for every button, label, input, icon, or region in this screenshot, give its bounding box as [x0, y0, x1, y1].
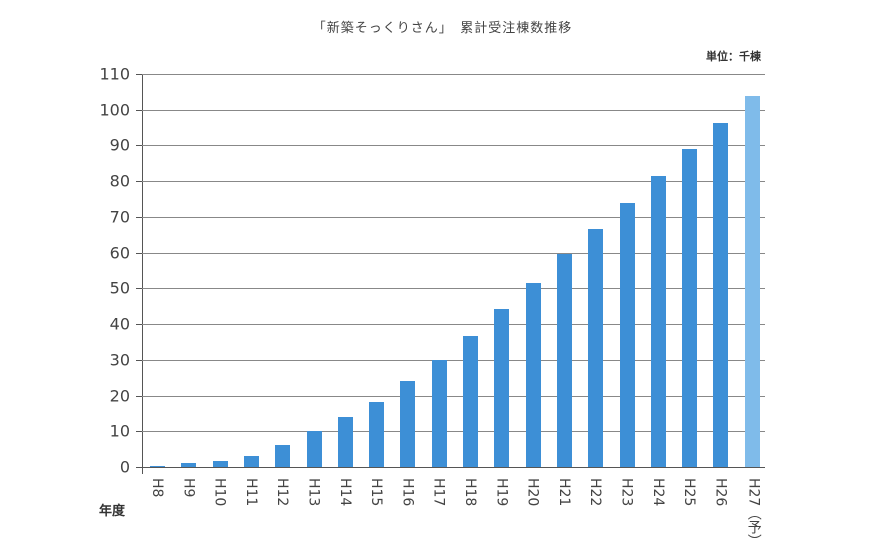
y-tick — [136, 288, 142, 290]
x-tick-label: H24 — [649, 478, 666, 507]
bar-H10 — [212, 460, 228, 467]
bar-H13 — [306, 431, 322, 467]
x-tick-label: H22 — [587, 478, 604, 507]
bar-H16 — [400, 381, 416, 467]
x-tick-label: H13 — [305, 478, 322, 507]
gridline — [142, 145, 765, 147]
x-tick-label: H19 — [493, 478, 510, 507]
gridline — [142, 324, 765, 326]
y-tick-label: 60 — [109, 243, 130, 263]
x-tick-label: H8 — [149, 478, 165, 498]
y-tick — [136, 395, 142, 397]
x-tick-label: H11 — [242, 478, 259, 507]
x-tick-label: H18 — [462, 478, 478, 507]
bar-H17 — [431, 359, 447, 467]
bar-H27 — [744, 96, 760, 467]
y-tick — [136, 359, 142, 361]
chart-title: 「新築そっくりさん」 累計受注棟数推移 — [312, 21, 573, 36]
gridline — [142, 74, 765, 75]
bar-H8 — [150, 465, 165, 467]
y-tick — [136, 467, 142, 468]
bar-H26 — [713, 123, 729, 467]
x-tick-label: H26 — [712, 478, 729, 507]
y-tick-label: 110 — [99, 64, 130, 84]
bar-H24 — [650, 175, 666, 467]
unit-label: 単位：千棟 — [706, 50, 761, 63]
gridline — [142, 431, 765, 433]
y-tick — [136, 181, 142, 183]
x-axis — [136, 467, 765, 468]
bar-H11 — [243, 455, 259, 467]
y-tick-label: 0 — [119, 457, 130, 477]
y-tick — [136, 74, 142, 75]
y-tick-label: 90 — [109, 135, 130, 155]
bar-H18 — [463, 335, 478, 467]
y-tick — [136, 145, 142, 147]
y-tick-label: 80 — [109, 171, 130, 191]
bar-H15 — [369, 401, 385, 467]
bar-H14 — [337, 416, 353, 467]
y-tick-label: 100 — [99, 100, 130, 120]
y-tick-label: 70 — [109, 207, 130, 227]
gridline — [142, 252, 765, 254]
x-tick-label: H12 — [274, 478, 291, 507]
gridline — [142, 216, 765, 218]
y-tick — [136, 431, 142, 433]
gridline — [142, 181, 765, 183]
x-tick-label: H14 — [336, 478, 353, 507]
y-tick-label: 50 — [109, 278, 130, 298]
gridline — [142, 359, 765, 361]
x-tick-label: H20 — [524, 478, 541, 507]
x-tick-label: H21 — [555, 478, 572, 507]
gridline — [142, 288, 765, 290]
x-tick-label: H16 — [399, 478, 416, 507]
y-tick — [136, 109, 142, 111]
bar-H22 — [588, 229, 604, 467]
y-tick-label: 10 — [109, 421, 130, 441]
bar-H20 — [525, 283, 541, 467]
bar-H9 — [181, 463, 197, 467]
x-tick-label: H15 — [368, 478, 385, 507]
y-tick-label: 40 — [109, 314, 130, 334]
gridline — [142, 395, 765, 397]
y-tick — [136, 216, 142, 218]
x-tick-label: H10 — [211, 478, 228, 507]
bar-H25 — [682, 149, 698, 467]
plot-area: 0 10 20 30 40 50 60 70 80 90 100 110 H8 H9 H10 H11 H12 H1… — [99, 65, 765, 548]
x-tick-label: H25 — [681, 478, 698, 507]
bar-H19 — [494, 308, 510, 467]
bar-H12 — [275, 444, 291, 467]
y-axis — [142, 74, 143, 474]
x-axis-label: 年度 — [99, 504, 126, 519]
gridline — [142, 109, 765, 111]
y-tick — [136, 252, 142, 254]
x-tick-label: H17 — [430, 478, 447, 507]
bar-H21 — [556, 254, 572, 467]
y-tick — [136, 324, 142, 326]
x-tick-label: H9 — [180, 478, 197, 498]
x-tick-label: H27（予） — [745, 478, 762, 548]
bar-H23 — [619, 203, 635, 467]
x-tick-label: H23 — [618, 478, 635, 507]
y-tick-label: 30 — [109, 350, 130, 370]
y-tick-label: 20 — [109, 386, 130, 406]
